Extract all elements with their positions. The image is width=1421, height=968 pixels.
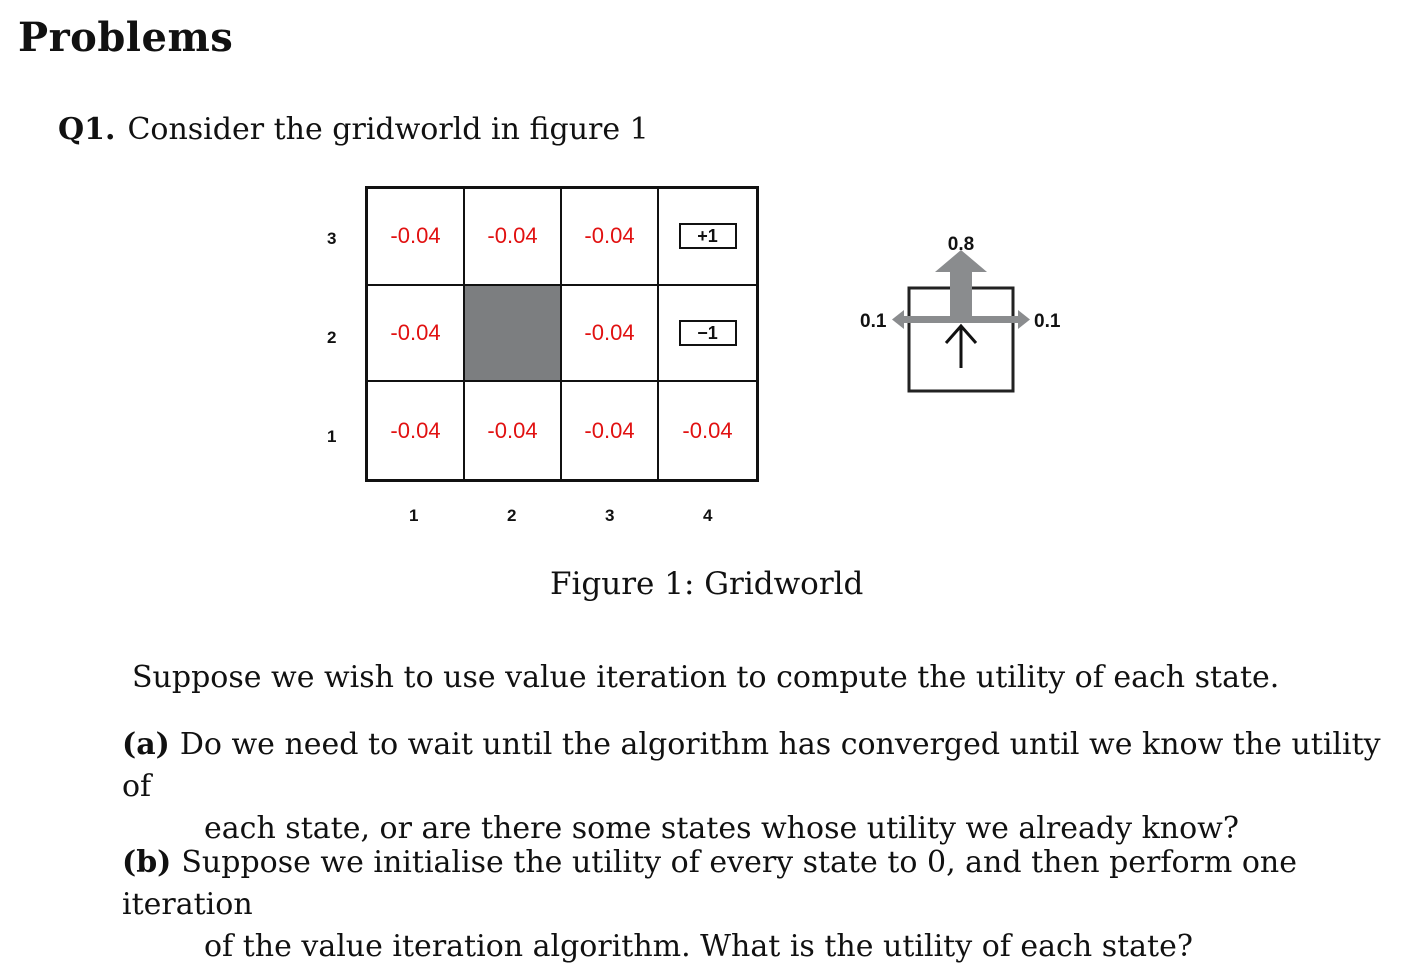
- gridworld-grid: -0.04 -0.04 -0.04 +1 -0.04 -0.04 −1 -0.0…: [365, 186, 759, 482]
- grid-cell-1-2: -0.04: [368, 285, 465, 383]
- forward-arrow: [935, 250, 987, 320]
- col-label-2: 2: [507, 506, 517, 525]
- grid-cell-1-3: -0.04: [368, 189, 465, 286]
- right-arrow: [960, 310, 1030, 329]
- part-b-line1: Suppose we initialise the utility of eve…: [122, 845, 1297, 922]
- intro-paragraph: Suppose we wish to use value iteration t…: [132, 660, 1280, 695]
- figure-caption: Figure 1: Gridworld: [550, 566, 864, 602]
- part-a-line2: each state, or are there some states who…: [204, 811, 1239, 846]
- grid-cell-3-3: -0.04: [562, 189, 659, 286]
- left-arrow: [892, 310, 963, 329]
- col-label-4: 4: [703, 506, 713, 525]
- section-heading: Problems: [18, 14, 234, 61]
- terminal-minus-one: −1: [678, 319, 737, 346]
- row-label-2: 2: [327, 328, 337, 347]
- col-label-1: 1: [409, 506, 419, 525]
- terminal-plus-one: +1: [678, 223, 737, 250]
- part-a-label: (a): [122, 727, 170, 762]
- transition-model-diagram: 0.8 0.1 0.1: [860, 234, 1061, 393]
- row-label-3: 3: [327, 229, 337, 248]
- grid-cell-2-3: -0.04: [465, 189, 562, 286]
- grid-wall-2-2: [465, 285, 562, 383]
- grid-cell-4-1: -0.04: [682, 417, 733, 443]
- question-text: Consider the gridworld in figure 1: [127, 112, 649, 147]
- question-line: Q1. Consider the gridworld in figure 1: [58, 112, 649, 147]
- question-number: Q1.: [58, 112, 116, 147]
- part-b-label: (b): [122, 845, 172, 880]
- right-probability: 0.1: [1034, 311, 1061, 332]
- col-label-3: 3: [605, 506, 615, 525]
- action-up-arrow-icon: [944, 323, 978, 368]
- grid-cell-4-3: +1: [659, 189, 756, 286]
- row-label-1: 1: [327, 427, 337, 446]
- part-b-line2: of the value iteration algorithm. What i…: [204, 929, 1193, 964]
- forward-probability: 0.8: [948, 234, 974, 255]
- grid-cell-4-2: −1: [659, 286, 756, 383]
- part-b: (b) Suppose we initialise the utility of …: [122, 842, 1382, 968]
- part-a-line1: Do we need to wait until the algorithm h…: [122, 727, 1381, 804]
- grid-cell-3-2: -0.04: [562, 285, 659, 383]
- grid-cell-1-1: -0.04: [368, 382, 465, 479]
- part-a: (a) Do we need to wait until the algorith…: [122, 724, 1382, 850]
- grid-cell-3-1: -0.04: [562, 382, 659, 479]
- grid-cell-2-1: -0.04: [465, 382, 562, 479]
- left-probability: 0.1: [860, 311, 887, 332]
